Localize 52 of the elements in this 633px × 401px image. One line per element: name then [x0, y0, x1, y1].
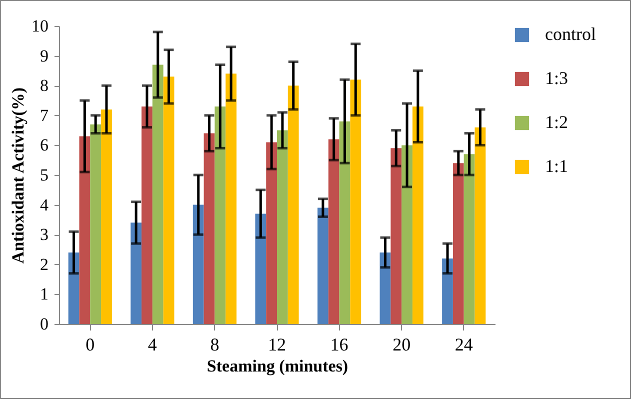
bar [130, 222, 142, 324]
y-tick-label: 2 [40, 254, 48, 274]
x-tick-label: 8 [210, 334, 220, 354]
y-tick-label: 5 [40, 166, 48, 184]
bar [402, 145, 412, 324]
bar [79, 136, 90, 324]
bar [90, 124, 102, 324]
bar [350, 80, 362, 324]
bar [204, 133, 215, 324]
bar [339, 121, 350, 324]
y-tick-label: 7 [40, 106, 49, 125]
bar [226, 74, 237, 324]
y-tick-label: 6 [40, 136, 48, 155]
y-tick-label: 8 [40, 76, 48, 96]
bar [266, 142, 277, 324]
y-axis-title: Antioxidant Activity(%) [8, 87, 28, 264]
bar [152, 64, 164, 324]
bar [101, 109, 112, 324]
legend-label: 1:2 [545, 112, 568, 132]
y-tick-label: 3 [40, 225, 48, 244]
bar [412, 106, 424, 324]
x-tick-label: 12 [268, 334, 286, 354]
bar [255, 214, 266, 324]
x-tick-label: 24 [454, 334, 473, 354]
bar [68, 252, 80, 324]
bar [390, 148, 402, 324]
bar [464, 154, 475, 324]
bar [317, 208, 328, 324]
y-tick-label: 10 [32, 16, 48, 36]
y-tick-label: 0 [40, 314, 48, 334]
x-tick-label: 4 [148, 334, 157, 354]
bar [474, 127, 486, 324]
legend-label: 1:1 [545, 156, 568, 176]
bar [288, 86, 299, 324]
bar [328, 139, 340, 324]
y-tick-label: 9 [40, 46, 48, 66]
x-tick-label: 16 [330, 334, 348, 354]
bar [142, 106, 152, 324]
x-axis-title: Steaming (minutes) [206, 356, 348, 376]
x-tick-label: 20 [392, 334, 411, 354]
x-tick-label: 0 [86, 334, 95, 354]
y-tick-label: 1 [40, 284, 48, 304]
bar [442, 258, 453, 324]
legend-label: 1:3 [545, 68, 568, 88]
y-tick-label: 4 [40, 195, 49, 214]
bar [192, 204, 204, 324]
legend-label: control [545, 24, 596, 44]
bar [214, 106, 226, 324]
bar [380, 252, 391, 324]
bar [277, 130, 288, 324]
bar [163, 76, 174, 324]
bar [452, 163, 464, 324]
